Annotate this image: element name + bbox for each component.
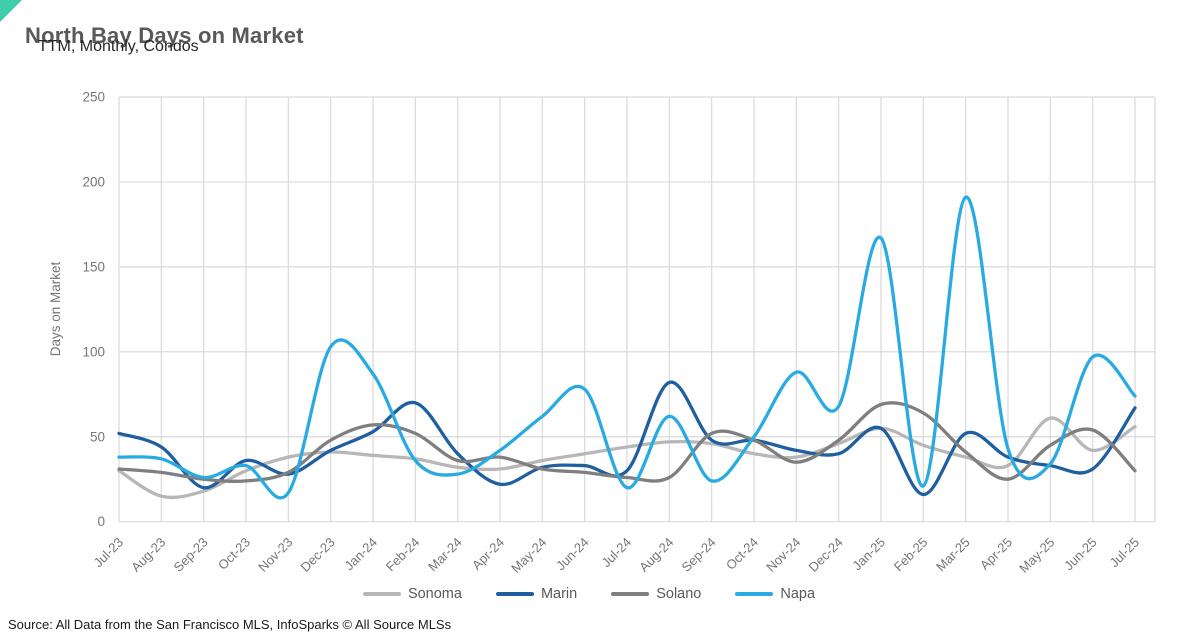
x-tick-label: Feb-25 [891, 535, 931, 575]
legend-item-marin: Marin [495, 586, 578, 602]
legend-swatch-marin [495, 592, 534, 596]
chart-legend: Sonoma Marin Solano Napa [0, 586, 1178, 602]
x-tick-label: May-25 [1016, 535, 1057, 576]
y-tick-label: 200 [82, 174, 105, 189]
series-line-marin [117, 380, 1137, 497]
y-tick-label: 100 [82, 344, 105, 359]
x-tick-label: Jul-25 [1106, 535, 1142, 571]
x-tick-label: Aug-23 [128, 535, 168, 575]
x-tick-label: Mar-25 [933, 535, 973, 575]
y-tick-label: 150 [82, 259, 105, 274]
legend-swatch-solano [611, 592, 650, 596]
y-tick-label: 0 [97, 514, 105, 529]
x-tick-label: Jun-24 [553, 535, 592, 574]
chart-title: North Bay Days on Market [25, 22, 304, 48]
x-tick-label: Jan-25 [849, 535, 888, 574]
legend-item-solano: Solano [611, 586, 701, 602]
legend-label: Solano [656, 586, 702, 602]
x-tick-label: Sep-24 [679, 535, 719, 575]
legend-label: Sonoma [407, 586, 462, 602]
x-tick-label: Jul-23 [90, 535, 126, 571]
legend-swatch-napa [735, 592, 774, 596]
x-tick-label: Apr-24 [469, 535, 507, 573]
x-tick-label: Nov-24 [763, 535, 803, 575]
y-tick-label: 250 [82, 90, 105, 105]
x-tick-label: May-24 [508, 535, 549, 576]
x-tick-label: Jan-24 [341, 535, 380, 574]
x-tick-label: Dec-24 [806, 535, 846, 575]
x-tick-label: Oct-23 [215, 535, 253, 573]
legend-swatch-sonoma [362, 592, 401, 596]
x-tick-label: Dec-23 [298, 535, 338, 575]
y-tick-label: 50 [90, 429, 105, 444]
x-tick-label: Nov-23 [255, 535, 295, 575]
series-line-napa [117, 195, 1137, 500]
series-line-sonoma [117, 416, 1137, 500]
x-tick-label: Aug-24 [636, 535, 676, 575]
legend-label: Marin [540, 586, 578, 602]
x-tick-label: Jul-24 [598, 535, 634, 571]
y-axis-title: Days on Market [48, 261, 63, 356]
source-note: Source: All Data from the San Francisco … [8, 617, 452, 632]
legend-label: Napa [780, 586, 816, 602]
x-tick-label: Oct-24 [723, 535, 761, 573]
legend-item-napa: Napa [735, 586, 815, 602]
x-tick-label: Feb-24 [383, 535, 423, 575]
x-tick-label: Apr-25 [977, 535, 1015, 573]
x-tick-label: Jun-25 [1061, 535, 1100, 574]
corner-accent [0, 0, 22, 22]
x-tick-label: Sep-23 [171, 535, 211, 575]
legend-item-sonoma: Sonoma [362, 586, 462, 602]
series-line-solano [117, 401, 1137, 483]
chart-subtitle: TTM, Monthly, Condos [38, 38, 199, 55]
x-tick-label: Mar-24 [425, 535, 465, 575]
